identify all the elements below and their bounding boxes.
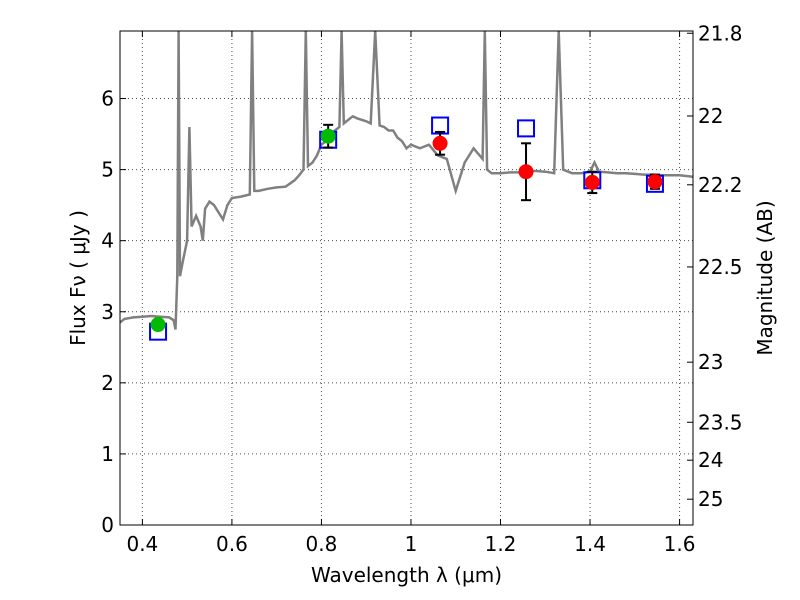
y2-tick-label: 21.8 [698, 21, 743, 45]
y-tick-label: 4 [101, 229, 114, 253]
photometry-point [150, 317, 166, 333]
spectrum-line [120, 31, 693, 330]
x-tick-label: 0.4 [126, 532, 158, 556]
x-tick-label: 0.6 [216, 532, 248, 556]
y2-tick-label: 23 [698, 350, 723, 374]
photometry-point [432, 135, 448, 151]
y2-tick-label: 22 [698, 104, 723, 128]
photometry-point [320, 128, 336, 144]
x-tick-label: 1.2 [485, 532, 517, 556]
markers [149, 116, 664, 341]
x-axis-label: Wavelength λ (μm) [311, 563, 502, 587]
x-tick-label: 1 [405, 532, 418, 556]
y2-tick-label: 25 [698, 487, 723, 511]
y-tick-label: 1 [101, 442, 114, 466]
x-tick-label: 1.4 [574, 532, 606, 556]
y-tick-label: 6 [101, 87, 114, 111]
photometry-point [584, 174, 600, 190]
y-tick-label: 0 [101, 513, 114, 537]
plot-area [120, 31, 693, 525]
plot-frame [119, 30, 694, 526]
y2-tick-label: 22.2 [698, 173, 743, 197]
y-tick-label: 2 [101, 371, 114, 395]
y-tick-label: 5 [101, 158, 114, 182]
x-tick-label: 1.6 [664, 532, 696, 556]
model-box-point [517, 119, 536, 138]
y2-tick-label: 24 [698, 448, 723, 472]
y2-tick-label: 23.5 [698, 410, 743, 434]
y-axis-label: Flux Fν ( μJy ) [66, 210, 90, 346]
y2-axis-label: Magnitude (AB) [753, 200, 777, 355]
y-tick-label: 3 [101, 300, 114, 324]
photometry-point [647, 174, 663, 190]
photometry-point [518, 164, 534, 180]
x-tick-label: 0.8 [306, 532, 338, 556]
ticks: 0.4 0.6 0.8 1 1.2 1.4 1.6012345621.82222.222.5… [101, 21, 742, 556]
spectrum-series [120, 31, 693, 330]
y2-tick-label: 22.5 [698, 255, 743, 279]
